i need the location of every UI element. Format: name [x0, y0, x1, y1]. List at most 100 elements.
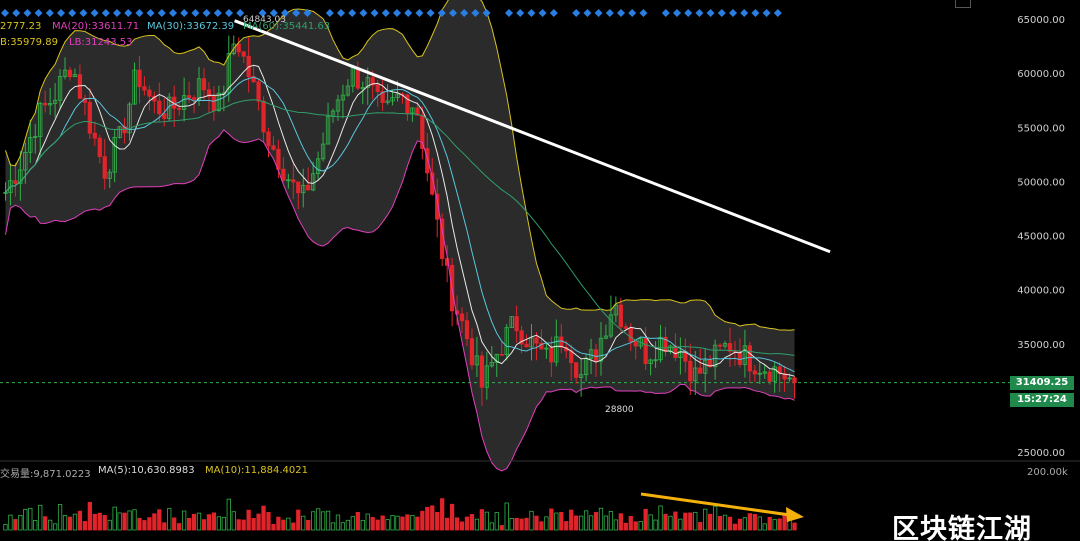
- signal-diamond: [572, 9, 581, 17]
- volume-bar: [246, 509, 251, 531]
- signal-diamond: [751, 9, 760, 17]
- ma60-label: MA(60):35441.63: [243, 21, 331, 32]
- signal-diamond: [337, 9, 345, 17]
- candle-body: [52, 99, 58, 104]
- volume-bar: [767, 516, 772, 531]
- candle-body: [569, 350, 574, 364]
- volume-bar: [698, 522, 703, 531]
- y-axis-tick-label: 40000.00: [1017, 286, 1065, 297]
- candle-body: [608, 314, 614, 337]
- signal-diamond: [303, 9, 312, 17]
- candle-body: [712, 344, 718, 368]
- candle-body: [157, 100, 162, 115]
- volume-bar: [117, 512, 122, 531]
- signal-diamond: [505, 9, 513, 17]
- volume-bar: [459, 521, 465, 531]
- volume-bar: [177, 523, 182, 531]
- candle-body: [722, 343, 728, 347]
- volume-bar: [703, 508, 708, 531]
- current-price-label: 31409.25: [1010, 376, 1074, 390]
- signal-diamond: [449, 9, 457, 17]
- signal-diamond: [437, 9, 446, 17]
- signal-diamond: [281, 9, 289, 17]
- volume-bar: [172, 517, 177, 531]
- candle-body: [162, 113, 167, 119]
- candle-body: [325, 116, 331, 145]
- volume-bar: [142, 520, 147, 531]
- volume-bar: [479, 509, 485, 531]
- candle-body: [529, 337, 534, 348]
- candle-body: [742, 345, 748, 365]
- candle-body: [554, 336, 559, 363]
- volume-bar: [569, 509, 574, 531]
- candle-body: [524, 343, 529, 348]
- volume-bar: [752, 514, 757, 531]
- candle-body: [420, 114, 425, 149]
- volume-bar: [549, 508, 554, 531]
- y-axis-tick-label: 65000.00: [1017, 15, 1065, 26]
- signal-diamond: [325, 9, 334, 17]
- volume-label: 交易量:9,871.0223: [0, 469, 91, 480]
- signal-diamond: [45, 9, 54, 17]
- volume-bar: [92, 513, 97, 531]
- volume-bar: [251, 517, 256, 531]
- candle-body: [191, 97, 197, 100]
- volume-bar: [633, 521, 638, 531]
- candle-body: [454, 310, 460, 315]
- volume-bar: [8, 514, 13, 531]
- candle-body: [92, 132, 97, 139]
- volume-bar: [464, 516, 470, 531]
- ma30-line: [5, 76, 795, 373]
- ma5-line: [5, 64, 795, 377]
- signal-diamond: [639, 9, 648, 17]
- volume-bar: [693, 511, 698, 531]
- candle-body: [43, 102, 48, 106]
- signal-diamond: [258, 9, 267, 17]
- candle-body: [489, 362, 494, 367]
- candle-body: [643, 338, 648, 364]
- volume-bar: [772, 519, 777, 531]
- volume-bar: [425, 507, 430, 531]
- volume-bar: [395, 515, 400, 531]
- volume-bar: [727, 516, 733, 531]
- volume-bar: [345, 519, 351, 531]
- volume-bar: [286, 517, 291, 531]
- candle-body: [574, 362, 579, 378]
- volume-bar: [256, 513, 261, 531]
- candle-body: [291, 179, 296, 183]
- volume-bar: [18, 514, 23, 531]
- volume-bar: [593, 512, 599, 531]
- candle-body: [380, 91, 385, 103]
- candle-body: [469, 338, 475, 366]
- candle-body: [186, 95, 192, 99]
- candle-body: [241, 51, 246, 57]
- volume-bar: [97, 512, 102, 531]
- volume-bar: [211, 512, 217, 531]
- ma20-label: MA(20):33611.71: [52, 21, 140, 32]
- volume-bar: [137, 517, 142, 531]
- volume-bar: [683, 512, 688, 531]
- candle-body: [281, 168, 286, 181]
- volume-bar: [742, 517, 748, 531]
- candle-body: [261, 100, 266, 133]
- signal-diamond: [113, 9, 121, 17]
- candle-body: [464, 320, 470, 340]
- candle-body: [102, 156, 107, 179]
- volume-bar: [588, 515, 594, 531]
- candle-body: [623, 326, 628, 329]
- volume-bar: [648, 514, 653, 531]
- volume-bar: [48, 519, 53, 531]
- signal-diamond: [370, 9, 379, 17]
- volume-bar: [524, 517, 529, 531]
- candle-body: [107, 171, 112, 179]
- volume-bar: [191, 513, 197, 531]
- volume-ma10-label: MA(10):11,884.4021: [205, 465, 308, 476]
- volume-bar: [380, 515, 385, 531]
- volume-bar: [762, 523, 767, 531]
- volume-bar: [360, 519, 365, 531]
- volume-bar: [405, 514, 410, 531]
- volume-bar: [499, 525, 504, 531]
- volume-bar: [320, 511, 326, 531]
- menu-icon[interactable]: [955, 0, 971, 8]
- candle-body: [613, 304, 619, 316]
